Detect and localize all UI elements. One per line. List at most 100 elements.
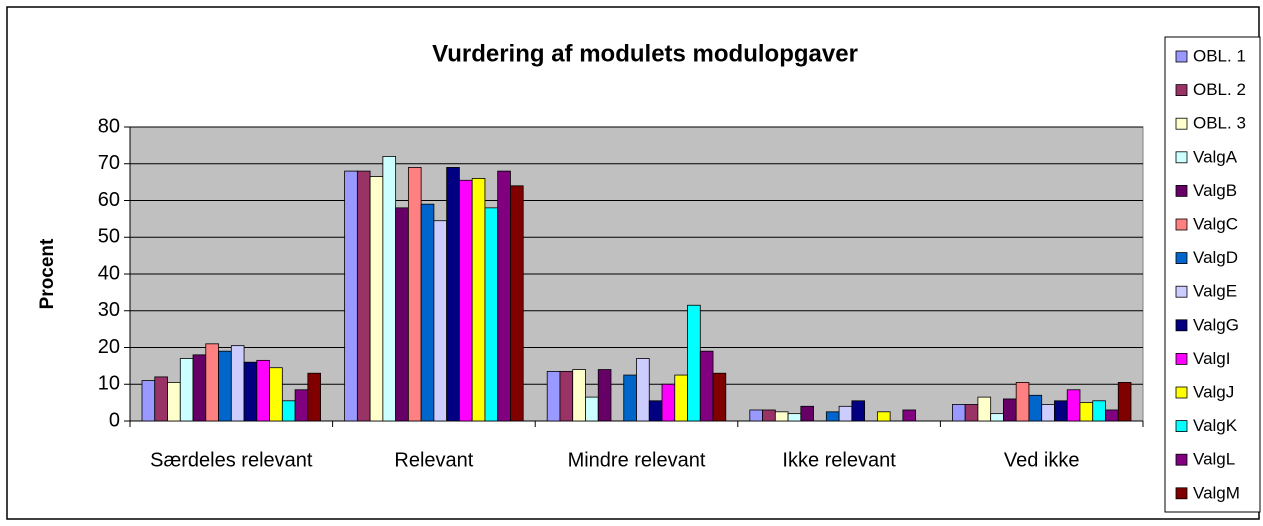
bar xyxy=(420,203,435,422)
bar xyxy=(712,372,727,422)
bar xyxy=(484,207,499,422)
bar xyxy=(749,409,763,422)
bar xyxy=(1117,382,1132,422)
bar xyxy=(192,354,207,422)
bar xyxy=(876,411,891,422)
bar xyxy=(356,170,371,422)
bar xyxy=(281,400,296,422)
x-tick-label: Særdeles relevant xyxy=(150,449,313,471)
legend-swatch xyxy=(1175,487,1188,500)
bar xyxy=(977,396,992,422)
bar xyxy=(205,343,219,422)
x-tick-label: Ikke relevant xyxy=(782,449,896,471)
bar xyxy=(1105,409,1119,422)
bar xyxy=(510,185,524,422)
bar xyxy=(218,350,232,422)
y-tick-label: 20 xyxy=(98,336,120,358)
bar xyxy=(559,370,574,422)
x-tick-label: Relevant xyxy=(394,449,473,471)
y-tick-label: 40 xyxy=(98,262,120,284)
y-tick-label: 10 xyxy=(98,373,120,395)
bar xyxy=(597,369,612,422)
legend-swatch xyxy=(1175,50,1188,63)
y-tick-label: 30 xyxy=(98,299,120,321)
bar xyxy=(674,374,688,422)
bar xyxy=(623,374,637,422)
bar xyxy=(838,405,853,422)
legend-swatch xyxy=(1175,386,1188,399)
legend-label: ValgK xyxy=(1193,416,1238,435)
legend xyxy=(1164,36,1261,513)
legend-label: ValgA xyxy=(1193,147,1238,166)
bar xyxy=(687,304,701,422)
bar xyxy=(269,367,283,422)
bar xyxy=(1092,400,1106,422)
bar xyxy=(1041,404,1055,422)
bar xyxy=(243,361,258,422)
bar xyxy=(141,380,156,422)
legend-swatch xyxy=(1175,420,1188,433)
bar xyxy=(762,409,776,422)
legend-label: ValgC xyxy=(1193,214,1238,233)
bar xyxy=(825,411,840,422)
legend-swatch xyxy=(1175,319,1188,332)
bar xyxy=(902,409,917,422)
bar xyxy=(433,220,448,422)
legend-swatch xyxy=(1175,352,1188,365)
legend-label: ValgJ xyxy=(1193,382,1234,401)
bar xyxy=(851,400,866,422)
bar xyxy=(546,370,561,422)
legend-label: OBL. 1 xyxy=(1193,46,1246,65)
bar xyxy=(179,358,194,422)
bar xyxy=(964,404,979,422)
bar xyxy=(497,170,511,422)
bar xyxy=(256,359,270,422)
bar xyxy=(407,167,422,422)
bar xyxy=(471,178,486,422)
bar xyxy=(1054,400,1068,422)
bar xyxy=(648,400,663,422)
bar xyxy=(585,396,599,422)
legend-label: ValgD xyxy=(1193,248,1238,267)
bar xyxy=(699,350,714,422)
legend-swatch xyxy=(1175,285,1188,298)
bar xyxy=(382,155,397,422)
legend-swatch xyxy=(1175,453,1188,466)
bar xyxy=(661,383,676,422)
x-tick-label: Ved ikke xyxy=(1004,449,1080,471)
bar xyxy=(1066,389,1081,422)
y-axis-label: Procent xyxy=(37,238,58,309)
legend-label: ValgM xyxy=(1193,483,1240,502)
chart-title: Vurdering af modulets modulopgaver xyxy=(432,40,858,67)
x-tick-label: Mindre relevant xyxy=(568,449,706,471)
bar xyxy=(344,170,358,422)
bar xyxy=(369,176,384,422)
bar xyxy=(800,405,814,422)
bar xyxy=(952,404,966,422)
legend-label: ValgE xyxy=(1193,282,1237,301)
legend-swatch xyxy=(1175,84,1188,96)
bar xyxy=(636,358,650,422)
legend-swatch xyxy=(1175,218,1188,231)
bar xyxy=(1003,398,1017,422)
legend-label: ValgB xyxy=(1193,181,1237,200)
bar xyxy=(446,167,460,422)
bar xyxy=(230,345,245,422)
bar xyxy=(990,413,1004,422)
legend-label: OBL. 3 xyxy=(1193,114,1246,133)
bar xyxy=(572,369,586,422)
legend-swatch xyxy=(1175,184,1188,197)
y-tick-label: 50 xyxy=(98,226,120,248)
bar xyxy=(787,413,802,422)
y-tick-label: 70 xyxy=(98,152,120,174)
bar xyxy=(167,382,181,422)
bar xyxy=(307,372,322,422)
bar xyxy=(294,389,309,422)
y-tick-label: 0 xyxy=(109,409,120,431)
y-tick-label: 80 xyxy=(98,115,120,137)
legend-label: ValgL xyxy=(1193,450,1235,469)
legend-swatch xyxy=(1175,117,1188,130)
bar xyxy=(459,179,473,422)
bar xyxy=(774,411,789,422)
bar xyxy=(154,376,168,422)
